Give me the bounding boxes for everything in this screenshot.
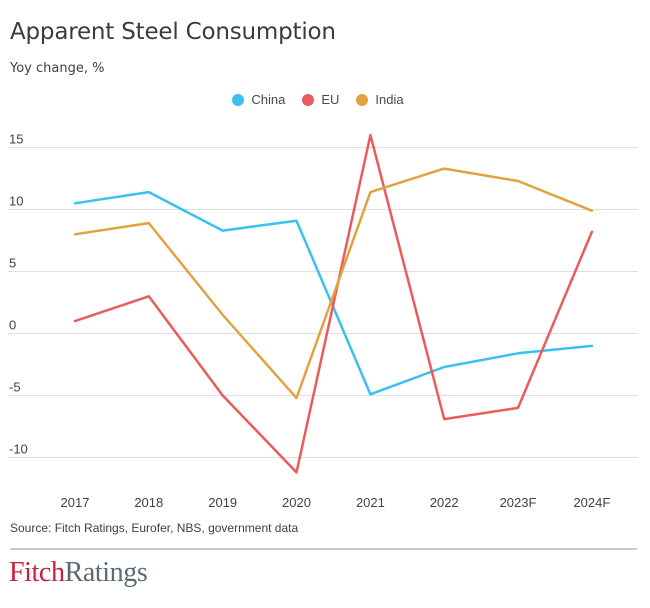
fitch-ratings-logo: FitchRatings xyxy=(9,557,148,589)
y-tick-label--10: -10 xyxy=(9,442,28,457)
y-tick-label-5: 5 xyxy=(9,256,16,271)
y-tick-label--5: -5 xyxy=(9,380,21,395)
x-tick-label-2020: 2020 xyxy=(282,495,311,510)
x-tick-label-2022: 2022 xyxy=(430,495,459,510)
line-eu xyxy=(73,133,594,474)
legend-dot-india xyxy=(356,93,369,106)
line-india xyxy=(73,167,594,400)
chart-subtitle: Yoy change, % xyxy=(10,61,105,76)
divider xyxy=(10,548,637,550)
x-tick-label-2024F: 2024F xyxy=(573,495,610,510)
y-tick-label-15: 15 xyxy=(9,132,23,147)
logo-ratings: Ratings xyxy=(64,557,148,588)
legend-dot-eu xyxy=(302,93,315,106)
x-tick-label-2023F: 2023F xyxy=(500,495,537,510)
x-tick-label-2018: 2018 xyxy=(134,495,163,510)
legend-dot-china xyxy=(232,93,245,106)
chart-title: Apparent Steel Consumption xyxy=(10,19,336,45)
y-tick-label-10: 10 xyxy=(9,194,23,209)
legend-label: EU xyxy=(321,92,340,107)
legend-item-eu: EU xyxy=(302,92,339,107)
x-tick-label-2021: 2021 xyxy=(356,495,385,510)
legend-label: India xyxy=(375,92,404,107)
legend-item-china: China xyxy=(232,92,285,107)
legend-label: China xyxy=(251,92,286,107)
legend-item-india: India xyxy=(356,92,404,107)
y-tick-label-0: 0 xyxy=(9,318,16,333)
logo-fitch: Fitch xyxy=(9,557,65,588)
source-note: Source: Fitch Ratings, Eurofer, NBS, gov… xyxy=(10,521,299,535)
x-tick-label-2017: 2017 xyxy=(61,495,90,510)
x-tick-label-2019: 2019 xyxy=(208,495,237,510)
legend: China EU India xyxy=(0,92,636,107)
